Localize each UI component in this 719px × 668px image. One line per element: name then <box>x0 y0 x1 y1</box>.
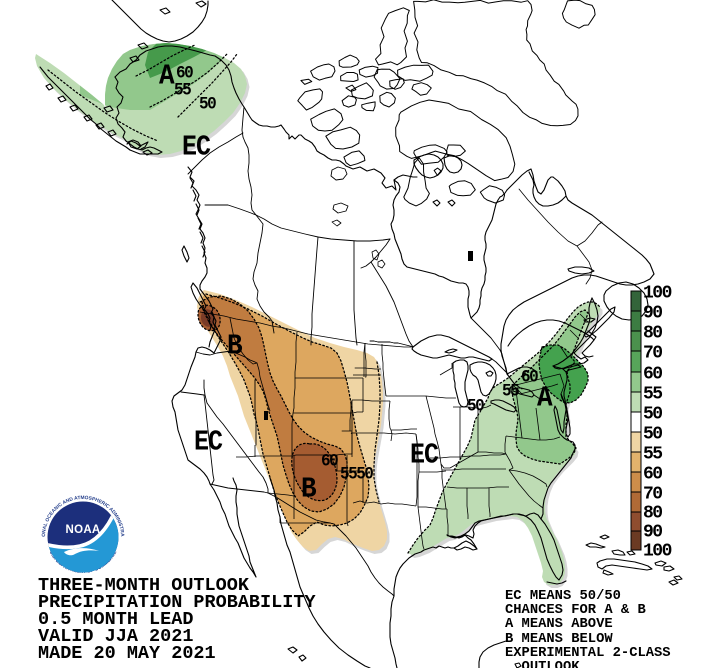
svg-text:NOAA: NOAA <box>65 524 100 536</box>
